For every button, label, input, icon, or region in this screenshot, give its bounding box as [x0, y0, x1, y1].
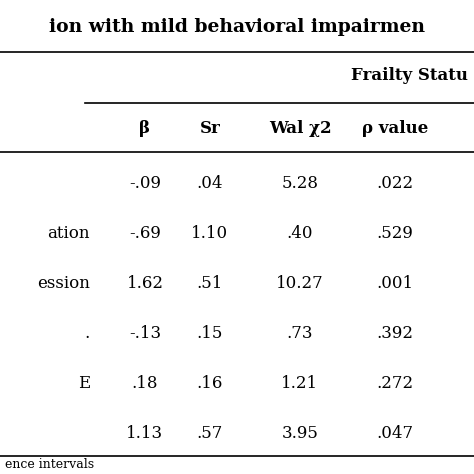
Text: .272: .272: [376, 374, 413, 392]
Text: 1.62: 1.62: [127, 274, 164, 292]
Text: ession: ession: [37, 274, 90, 292]
Text: .57: .57: [197, 425, 223, 441]
Text: ion with mild behavioral impairmen: ion with mild behavioral impairmen: [49, 18, 425, 36]
Text: 5.28: 5.28: [282, 174, 319, 191]
Text: .392: .392: [376, 325, 413, 341]
Text: -.69: -.69: [129, 225, 161, 241]
Text: .73: .73: [287, 325, 313, 341]
Text: .022: .022: [376, 174, 413, 191]
Text: 1.10: 1.10: [191, 225, 228, 241]
Text: .: .: [85, 325, 90, 341]
Text: -.13: -.13: [129, 325, 161, 341]
Text: ation: ation: [47, 225, 90, 241]
Text: .529: .529: [376, 225, 413, 241]
Text: .04: .04: [197, 174, 223, 191]
Text: ence intervals: ence intervals: [5, 458, 94, 472]
Text: 1.21: 1.21: [282, 374, 319, 392]
Text: Sr: Sr: [200, 119, 220, 137]
Text: 10.27: 10.27: [276, 274, 324, 292]
Text: E: E: [78, 374, 90, 392]
Text: β: β: [139, 119, 151, 137]
Text: ρ value: ρ value: [362, 119, 428, 137]
Text: .15: .15: [197, 325, 223, 341]
Text: .001: .001: [376, 274, 413, 292]
Text: .18: .18: [132, 374, 158, 392]
Text: 3.95: 3.95: [282, 425, 319, 441]
Text: .51: .51: [197, 274, 223, 292]
Text: Frailty Statu: Frailty Statu: [351, 66, 468, 83]
Text: .40: .40: [287, 225, 313, 241]
Text: -.09: -.09: [129, 174, 161, 191]
Text: .16: .16: [197, 374, 223, 392]
Text: Wal χ2: Wal χ2: [269, 119, 331, 137]
Text: 1.13: 1.13: [127, 425, 164, 441]
Text: .047: .047: [376, 425, 413, 441]
